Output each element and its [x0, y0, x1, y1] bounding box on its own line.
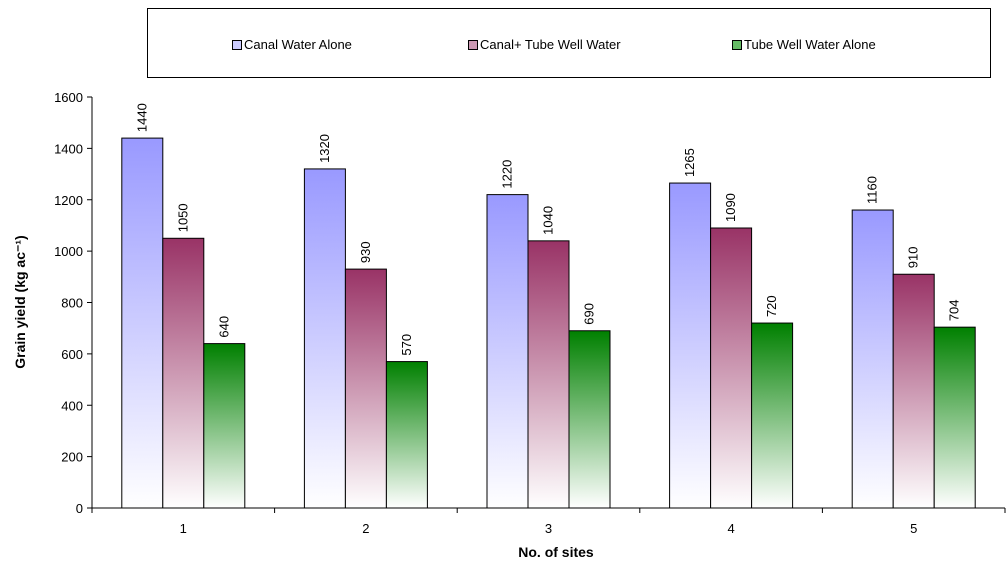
legend-item-canal-tube-well-water: Canal+ Tube Well Water: [468, 37, 621, 52]
bars-group: [121, 137, 976, 509]
y-axis-title: Grain yield (kg ac⁻¹): [12, 235, 28, 368]
y-tick-label-1600: 1600: [54, 90, 83, 105]
y-tick-label-600: 600: [61, 347, 83, 362]
x-tick-label-3: 3: [545, 521, 552, 536]
data-label-site2-series3: 570: [399, 334, 414, 356]
bar-site5-series3: [933, 326, 976, 509]
data-label-site4-series3: 720: [764, 295, 779, 317]
data-label-site4-series1: 1265: [682, 148, 697, 177]
data-label-site3-series1: 1220: [500, 160, 515, 189]
x-tick-label-5: 5: [910, 521, 917, 536]
bar-site2-series3: [385, 361, 428, 509]
bar-site3-series3: [568, 330, 611, 509]
axes-group: 0 200 400 600 800 1000 1200 1400 1600 1 2 3 4 5: [54, 90, 1006, 536]
y-tick-label-1000: 1000: [54, 244, 83, 259]
bar-site1-series1: [121, 137, 164, 509]
bar-site5-series2: [892, 273, 935, 509]
bar-site1-series3: [203, 343, 246, 509]
data-label-site5-series2: 910: [906, 247, 921, 269]
legend-item-canal-water-alone: Canal Water Alone: [232, 37, 352, 52]
data-label-site5-series3: 704: [947, 299, 962, 321]
legend: Canal Water Alone Canal+ Tube Well Water…: [147, 8, 991, 78]
data-label-site5-series1: 1160: [865, 176, 880, 204]
data-label-site2-series2: 930: [358, 241, 373, 263]
bar-site3-series2: [527, 240, 570, 509]
data-label-site1-series2: 1050: [175, 203, 190, 232]
legend-label-canal-tube-well-water: Canal+ Tube Well Water: [480, 37, 621, 52]
y-tick-label-800: 800: [61, 296, 83, 311]
bar-site3-series1: [486, 194, 529, 509]
y-tick-label-0: 0: [76, 501, 83, 516]
bar-site2-series1: [303, 168, 346, 509]
bar-site4-series3: [751, 322, 794, 509]
x-tick-label-2: 2: [362, 521, 369, 536]
bar-site1-series2: [162, 237, 205, 509]
data-label-site3-series2: 1040: [541, 206, 556, 235]
bar-site4-series1: [669, 182, 712, 509]
legend-swatch-tube-well-water-alone: [732, 39, 742, 50]
x-tick-label-1: 1: [180, 521, 187, 536]
bar-site4-series2: [710, 227, 753, 509]
legend-item-tube-well-water-alone: Tube Well Water Alone: [732, 37, 876, 52]
data-label-site4-series2: 1090: [723, 193, 738, 222]
x-axis-title: No. of sites: [518, 544, 594, 560]
bar-site2-series2: [344, 268, 387, 509]
y-tick-label-1400: 1400: [54, 141, 83, 156]
data-labels-group: 1440 1050 640 1320 930 570 1220 1040 690 1265 1090…: [134, 103, 961, 355]
legend-swatch-canal-tube-well-water: [468, 39, 478, 50]
data-label-site2-series1: 1320: [317, 134, 332, 163]
data-label-site1-series1: 1440: [134, 103, 149, 132]
x-tick-label-4: 4: [727, 521, 734, 536]
bar-site5-series1: [851, 209, 894, 509]
y-tick-label-1200: 1200: [54, 193, 83, 208]
legend-label-canal-water-alone: Canal Water Alone: [244, 37, 352, 52]
legend-swatch-canal-water-alone: [232, 39, 242, 50]
y-tick-label-400: 400: [61, 398, 83, 413]
y-tick-label-200: 200: [61, 450, 83, 465]
legend-label-tube-well-water-alone: Tube Well Water Alone: [744, 37, 876, 52]
data-label-site1-series3: 640: [216, 316, 231, 338]
data-label-site3-series3: 690: [582, 303, 597, 325]
